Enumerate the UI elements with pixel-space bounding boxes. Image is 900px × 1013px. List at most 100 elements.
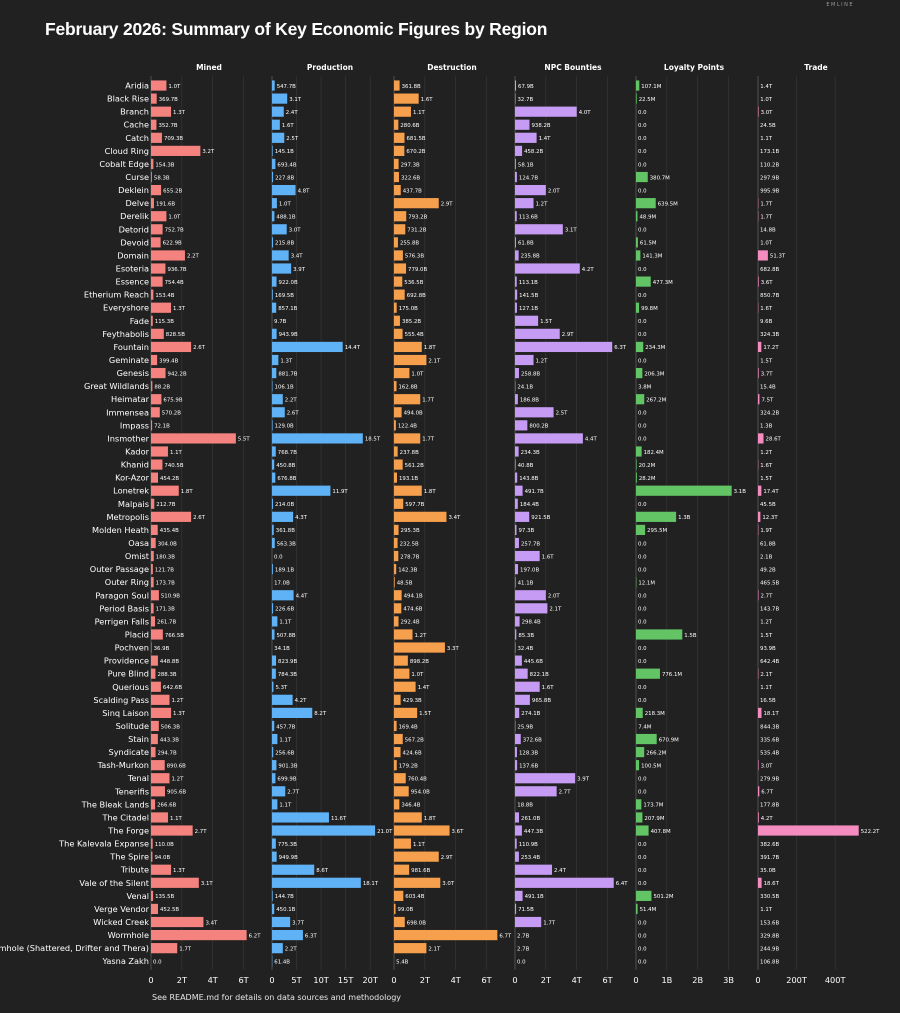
bar xyxy=(515,459,516,470)
bar xyxy=(636,485,732,496)
bar xyxy=(151,485,179,496)
bar xyxy=(394,145,405,156)
bar xyxy=(151,590,159,601)
value-label: 20.2M xyxy=(639,463,656,469)
value-label: 576.3B xyxy=(405,254,424,260)
value-label: 12.3T xyxy=(762,515,778,521)
value-label: 67.9B xyxy=(518,84,534,90)
value-label: 3.3T xyxy=(447,646,460,652)
value-label: 324.2B xyxy=(760,411,779,417)
value-label: 0.0 xyxy=(638,149,647,155)
bar xyxy=(272,250,289,261)
bar xyxy=(515,80,517,91)
bar xyxy=(272,93,288,104)
bar xyxy=(394,485,422,496)
value-label: 9.6B xyxy=(760,319,773,325)
bar xyxy=(515,341,613,353)
value-label: 0.0 xyxy=(638,358,647,364)
value-label: 1.2T xyxy=(760,620,773,626)
value-label: 5.3T xyxy=(275,685,288,691)
bar xyxy=(515,407,554,418)
category-label: Great Wildlands xyxy=(84,381,149,391)
value-label: 244.9B xyxy=(760,946,779,952)
value-label: 369.7B xyxy=(159,97,178,103)
value-label: 382.6B xyxy=(760,842,779,848)
value-label: 173.7M xyxy=(643,803,663,809)
bar xyxy=(394,328,403,339)
value-label: 280.6B xyxy=(400,123,419,129)
category-label: Scalding Pass xyxy=(93,695,149,705)
value-label: 15.4B xyxy=(760,384,776,390)
value-label: 3.4T xyxy=(205,920,218,926)
value-label: 0.0 xyxy=(638,868,647,874)
value-label: 555.4B xyxy=(405,332,424,338)
bar xyxy=(272,498,274,509)
value-label: 61.8B xyxy=(760,541,776,547)
value-label: 1.1T xyxy=(170,816,183,822)
category-label: Wormhole (Shattered, Drifter and Thera) xyxy=(0,943,149,953)
bar xyxy=(394,80,400,91)
value-label: 429.3B xyxy=(403,698,422,704)
value-label: 6.3T xyxy=(305,933,318,939)
value-label: 97.3B xyxy=(519,528,535,534)
value-label: 477.3M xyxy=(653,280,673,286)
value-label: 779.0B xyxy=(408,267,427,273)
value-label: 266.6B xyxy=(157,803,176,809)
bar xyxy=(758,825,859,836)
value-label: 0.0 xyxy=(638,136,647,142)
bar xyxy=(394,407,402,418)
value-label: 173.7B xyxy=(156,580,175,586)
value-label: 443.3B xyxy=(160,737,179,743)
tick-label: 10T xyxy=(313,975,329,985)
bar xyxy=(394,642,445,653)
category-label: Malpais xyxy=(118,499,149,509)
panel-title: Production xyxy=(307,63,353,72)
bar xyxy=(515,394,518,405)
value-label: 11.6T xyxy=(331,816,347,822)
value-label: 1.5T xyxy=(540,319,553,325)
bar xyxy=(151,158,154,170)
bar xyxy=(515,812,520,823)
category-label: Tribute xyxy=(120,865,149,875)
value-label: 28.6T xyxy=(766,437,782,443)
bar xyxy=(515,916,542,928)
bar xyxy=(272,459,275,470)
category-label: Geminate xyxy=(109,355,149,365)
bar xyxy=(636,250,641,261)
value-label: 2.6T xyxy=(193,345,206,351)
bar xyxy=(151,472,159,483)
bar xyxy=(272,198,277,209)
bar xyxy=(151,564,153,575)
value-label: 435.4B xyxy=(160,528,179,534)
category-label: Omist xyxy=(125,551,150,561)
value-label: 7.5T xyxy=(761,398,774,404)
value-label: 142.3B xyxy=(398,567,417,573)
value-label: 775.3B xyxy=(278,842,297,848)
value-label: 110.2B xyxy=(760,162,779,168)
value-label: 278.7B xyxy=(400,554,419,560)
bar xyxy=(151,577,154,588)
value-label: 206.3M xyxy=(644,371,664,377)
value-label: 128.3B xyxy=(519,750,538,756)
bar xyxy=(151,760,165,771)
bar xyxy=(758,877,762,888)
bar xyxy=(515,577,516,588)
bar xyxy=(151,263,166,274)
bar xyxy=(394,224,406,235)
category-label: Syndicate xyxy=(109,747,149,757)
value-label: 450.1B xyxy=(276,907,295,913)
bar xyxy=(272,681,274,692)
bar xyxy=(394,799,400,810)
value-label: 760.4B xyxy=(408,777,427,783)
value-label: 692.8B xyxy=(407,293,426,299)
value-label: 1.8T xyxy=(424,816,437,822)
bar xyxy=(394,747,401,758)
bar xyxy=(515,171,517,183)
bar xyxy=(515,93,516,104)
tick-label: 2T xyxy=(541,975,552,985)
value-label: 642.6B xyxy=(163,685,182,691)
bar xyxy=(394,903,396,915)
value-label: 28.2M xyxy=(639,476,656,482)
category-label: The Forge xyxy=(107,826,149,836)
bar xyxy=(272,407,285,418)
